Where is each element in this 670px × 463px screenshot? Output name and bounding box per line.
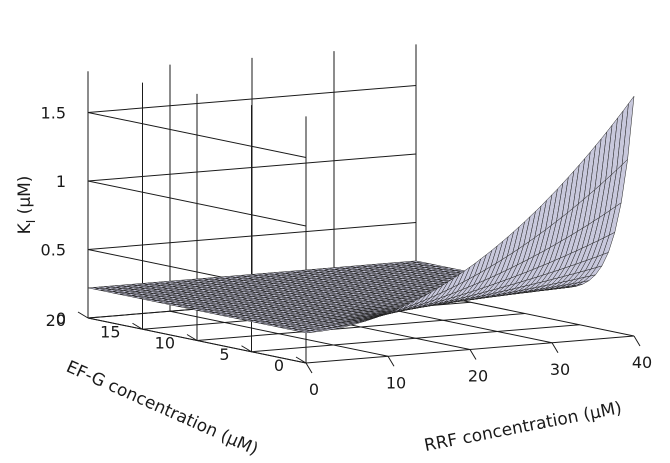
y-tick-mark xyxy=(241,345,252,353)
x-tick-label: 40 xyxy=(632,353,652,372)
x-tick-label: 30 xyxy=(550,360,570,379)
x-tick-label: 0 xyxy=(309,380,319,399)
grid-line-y-floor xyxy=(196,313,526,341)
surface-cell xyxy=(621,95,635,165)
tick-labels: 0 0.5 1 1.5 0 10 20 30 40 0 5 10 15 20 xyxy=(41,104,653,400)
x-tick-label: 10 xyxy=(386,373,406,392)
y-axis-label: EF-G concentration (μM) xyxy=(63,357,261,460)
x-tick-mark xyxy=(633,335,641,347)
x-tick-label: 20 xyxy=(468,367,488,386)
y-tick-mark xyxy=(186,334,198,341)
x-tick-mark xyxy=(387,355,395,367)
z-tick-label: 0.5 xyxy=(41,241,66,260)
x-tick-mark xyxy=(469,349,477,360)
y-tick-label: 10 xyxy=(155,334,175,353)
y-tick-label: 15 xyxy=(100,322,120,341)
svg-text:KI (μM): KI (μM) xyxy=(15,176,38,235)
x-tick-mark xyxy=(551,342,559,354)
y-tick-label: 20 xyxy=(46,311,66,330)
y-tick-mark xyxy=(132,322,143,330)
x-axis-label: RRF concentration (μM) xyxy=(423,398,624,456)
y-tick-label: 5 xyxy=(219,345,229,364)
z-axis-label: KI (μM) xyxy=(15,176,38,235)
y-tick-mark xyxy=(295,356,307,364)
z-tick-label: 1 xyxy=(56,172,66,191)
z-tick-label: 1.5 xyxy=(41,104,66,123)
z-tick-label: 0 xyxy=(56,309,66,328)
y-tick-label: 0 xyxy=(274,356,284,375)
surface-plot xyxy=(87,95,635,334)
x-tick-mark xyxy=(305,362,313,374)
grid-line-y-floor xyxy=(251,324,580,353)
y-tick-mark xyxy=(77,311,89,319)
